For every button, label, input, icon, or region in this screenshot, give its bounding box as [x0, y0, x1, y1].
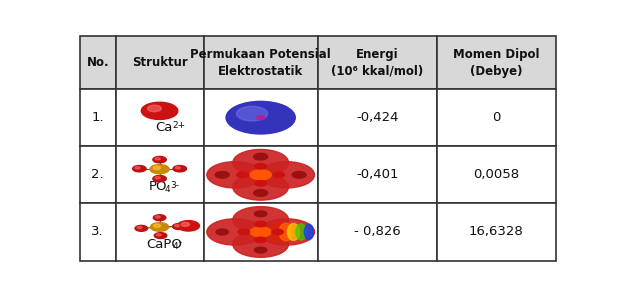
- Circle shape: [135, 167, 140, 169]
- Circle shape: [255, 211, 267, 217]
- Bar: [317, 36, 436, 89]
- Circle shape: [153, 156, 166, 163]
- Circle shape: [154, 233, 167, 238]
- Circle shape: [259, 219, 314, 245]
- Text: 3-: 3-: [170, 181, 180, 190]
- Ellipse shape: [270, 223, 286, 241]
- Bar: [317, 89, 436, 146]
- Circle shape: [177, 220, 200, 231]
- Text: Permukaan Potensial
Elektrostatik: Permukaan Potensial Elektrostatik: [190, 48, 331, 78]
- Text: - 0,826: - 0,826: [354, 225, 401, 238]
- Circle shape: [153, 166, 161, 170]
- Circle shape: [238, 229, 250, 235]
- Ellipse shape: [296, 224, 307, 240]
- Bar: [436, 203, 556, 260]
- Circle shape: [216, 229, 228, 235]
- Bar: [115, 89, 203, 146]
- Circle shape: [250, 170, 271, 180]
- Text: Momen Dipol
(Debye): Momen Dipol (Debye): [453, 48, 539, 78]
- Circle shape: [153, 176, 166, 182]
- Text: 0: 0: [492, 111, 500, 124]
- Bar: [80, 36, 115, 89]
- Circle shape: [181, 222, 190, 226]
- Ellipse shape: [304, 224, 314, 240]
- Circle shape: [150, 165, 169, 174]
- Text: 1.: 1.: [91, 111, 104, 124]
- Bar: [115, 203, 203, 260]
- Circle shape: [173, 166, 187, 172]
- Bar: [115, 36, 203, 89]
- Circle shape: [257, 116, 265, 120]
- Circle shape: [255, 247, 267, 253]
- Text: Energi
(10⁶ kkal/mol): Energi (10⁶ kkal/mol): [331, 48, 423, 78]
- Text: -0,424: -0,424: [356, 111, 399, 124]
- Circle shape: [273, 172, 285, 178]
- Circle shape: [175, 167, 180, 169]
- Bar: [436, 89, 556, 146]
- Text: CaPO: CaPO: [146, 238, 182, 251]
- Circle shape: [135, 225, 148, 231]
- Circle shape: [151, 223, 169, 231]
- Bar: [436, 36, 556, 89]
- Text: -0,401: -0,401: [356, 168, 399, 181]
- Circle shape: [175, 225, 179, 227]
- Text: Struktur: Struktur: [131, 56, 187, 69]
- Circle shape: [207, 219, 263, 245]
- Circle shape: [232, 207, 288, 233]
- Text: PO: PO: [149, 180, 167, 193]
- Circle shape: [232, 174, 288, 200]
- Bar: [80, 203, 115, 260]
- Circle shape: [137, 226, 142, 229]
- Circle shape: [155, 158, 160, 160]
- Text: 2+: 2+: [172, 121, 185, 130]
- Circle shape: [155, 177, 160, 179]
- Bar: [317, 203, 436, 260]
- Circle shape: [141, 102, 178, 119]
- Bar: [203, 89, 317, 146]
- Bar: [203, 203, 317, 260]
- Circle shape: [154, 224, 161, 227]
- Circle shape: [254, 153, 268, 160]
- Text: 16,6328: 16,6328: [469, 225, 523, 238]
- Text: 4: 4: [165, 185, 171, 193]
- Circle shape: [236, 106, 268, 121]
- Circle shape: [255, 181, 267, 186]
- Circle shape: [237, 172, 248, 178]
- Circle shape: [148, 105, 161, 112]
- Circle shape: [156, 216, 160, 218]
- Circle shape: [250, 227, 271, 237]
- Text: 0,0058: 0,0058: [473, 168, 519, 181]
- Circle shape: [255, 237, 267, 243]
- Bar: [80, 89, 115, 146]
- Circle shape: [259, 162, 314, 188]
- Circle shape: [272, 229, 283, 235]
- Circle shape: [226, 101, 295, 134]
- Bar: [203, 36, 317, 89]
- Bar: [436, 146, 556, 203]
- Circle shape: [156, 234, 161, 236]
- Text: -: -: [179, 238, 182, 248]
- Text: No.: No.: [86, 56, 109, 69]
- Circle shape: [232, 149, 288, 176]
- Circle shape: [133, 166, 146, 172]
- Bar: [80, 146, 115, 203]
- Ellipse shape: [279, 223, 293, 241]
- Bar: [115, 146, 203, 203]
- Circle shape: [172, 223, 185, 229]
- Circle shape: [255, 221, 267, 227]
- Circle shape: [215, 171, 229, 178]
- Text: 4: 4: [172, 242, 178, 251]
- Text: 2.: 2.: [91, 168, 104, 181]
- Ellipse shape: [288, 223, 299, 240]
- Bar: [203, 146, 317, 203]
- Circle shape: [255, 163, 267, 169]
- Text: 3.: 3.: [91, 225, 104, 238]
- Circle shape: [254, 190, 268, 196]
- Text: Ca: Ca: [156, 121, 173, 134]
- Bar: [317, 146, 436, 203]
- Circle shape: [292, 171, 306, 178]
- Circle shape: [232, 231, 288, 257]
- Circle shape: [207, 162, 263, 188]
- Circle shape: [153, 215, 166, 220]
